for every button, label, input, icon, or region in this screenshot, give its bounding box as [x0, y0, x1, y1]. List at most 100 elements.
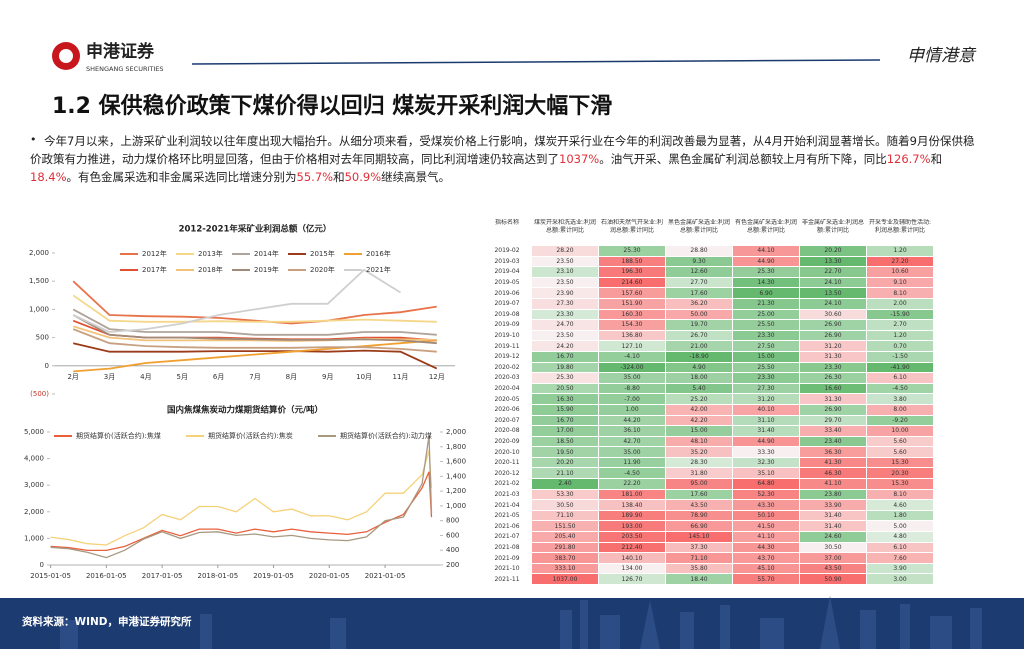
date-cell: 2019-07	[482, 297, 532, 310]
value-cell: 33.30	[732, 446, 800, 458]
bullet: •	[30, 133, 37, 146]
value-cell: 32.30	[732, 456, 800, 469]
value-cell: 43.70	[732, 552, 800, 564]
table-row: 2020-08 17.00 36.10 15.00 31.40 33.40 10.00	[482, 425, 934, 437]
value-cell: -4.50	[866, 382, 934, 395]
value-cell: 50.90	[799, 573, 867, 585]
table-row: 2019-08 23.30 160.30 50.00 25.00 30.60 -15.90	[482, 308, 934, 321]
value-cell: 5.00	[866, 520, 934, 533]
value-cell: 1.00	[598, 403, 666, 416]
header-row: 指标名称 煤炭开采和洗选业:利润总额:累计同比 石油和天然气开采业:利润总额:累计同…	[482, 218, 934, 246]
legend-label: 2016年	[366, 249, 391, 258]
y2-tick-label: 1,000	[446, 502, 466, 510]
table-row: 2021-02 2.40 22.20 95.00 64.80 41.10 15.30	[482, 478, 934, 490]
legend-label: 期货结算价(活跃合约):焦煤	[76, 431, 161, 440]
value-cell: 126.70	[598, 573, 666, 585]
table-row: 2021-10 333.10 134.00 35.80 45.10 43.50 3.90	[482, 562, 934, 575]
value-cell: 18.40	[665, 573, 733, 585]
y-tick-label: 500	[36, 334, 49, 342]
value-cell: 136.80	[598, 329, 666, 342]
value-cell: 22.20	[598, 478, 666, 490]
value-cell: 5.60	[866, 446, 934, 458]
date-cell: 2021-07	[482, 531, 532, 543]
series-line	[50, 435, 433, 559]
value-cell: 40.10	[732, 403, 800, 416]
value-cell: 17.00	[531, 425, 599, 437]
value-cell: -15.90	[866, 308, 934, 321]
date-cell: 2021-06	[482, 520, 532, 533]
value-cell: 127.10	[598, 340, 666, 352]
value-cell: 20.20	[799, 245, 867, 257]
value-cell: 18.50	[531, 435, 599, 448]
x-tick-label: 2015-01-05	[30, 572, 71, 580]
date-cell: 2020-08	[482, 425, 532, 437]
x-tick-label: 6月	[213, 373, 224, 381]
value-cell: 42.20	[665, 414, 733, 427]
header-cell: 非金属矿采选业:利润总额:累计同比	[799, 218, 867, 246]
value-cell: 8.10	[866, 287, 934, 299]
value-cell: 1037.00	[531, 573, 599, 585]
value-cell: 14.30	[732, 276, 800, 289]
y2-tick-label: 1,200	[446, 487, 466, 495]
data-table: 指标名称 煤炭开采和洗选业:利润总额:累计同比 石油和天然气开采业:利润总额:累计同…	[482, 218, 934, 585]
value-cell: -41.90	[866, 361, 934, 374]
value-cell: 23.30	[531, 308, 599, 321]
date-cell: 2021-09	[482, 552, 532, 564]
value-cell: 50.10	[732, 509, 800, 522]
date-cell: 2019-08	[482, 308, 532, 321]
value-cell: 16.70	[531, 350, 599, 363]
value-cell: 138.40	[598, 499, 666, 511]
value-cell: 10.00	[866, 425, 934, 437]
value-cell: 55.70	[732, 573, 800, 585]
legend-label: 2017年	[142, 265, 167, 274]
value-cell: 203.50	[598, 531, 666, 543]
value-cell: 35.00	[598, 446, 666, 458]
date-cell: 2020-07	[482, 414, 532, 427]
value-cell: 37.00	[799, 552, 867, 564]
date-cell: 2020-09	[482, 435, 532, 448]
x-tick-label: 11月	[392, 373, 408, 381]
table-row: 2019-10 23.50 136.80 26.70 23.30 26.90 1.20	[482, 329, 934, 342]
value-cell: 45.10	[732, 562, 800, 575]
value-cell: 25.30	[531, 372, 599, 384]
highlight-number: 1037%	[559, 152, 600, 166]
date-cell: 2020-02	[482, 361, 532, 374]
value-cell: 33.90	[799, 499, 867, 511]
value-cell: 44.10	[732, 245, 800, 257]
value-cell: 30.50	[799, 541, 867, 554]
legend-label: 2021年	[366, 265, 391, 274]
value-cell: 8.00	[866, 403, 934, 416]
value-cell: 25.00	[732, 308, 800, 321]
value-cell: 8.10	[866, 488, 934, 501]
value-cell: 44.90	[732, 435, 800, 448]
value-cell: 35.80	[665, 562, 733, 575]
value-cell: 7.60	[866, 552, 934, 564]
slide-title: 1.2 保供稳价政策下煤价得以回归 煤炭开采利润大幅下滑	[52, 94, 613, 119]
table-row: 2021-11 1037.00 126.70 18.40 55.70 50.90 3.00	[482, 573, 934, 585]
value-cell: 151.50	[531, 520, 599, 533]
value-cell: 15.30	[866, 456, 934, 469]
value-cell: 13.30	[799, 255, 867, 268]
value-cell: 160.30	[598, 308, 666, 321]
value-cell: 50.00	[665, 308, 733, 321]
value-cell: 24.10	[799, 276, 867, 289]
value-cell: 22.70	[799, 266, 867, 278]
series-line	[73, 339, 437, 373]
date-cell: 2020-10	[482, 446, 532, 458]
table-row: 2019-04 23.10 196.30 12.60 25.30 22.70 10.60	[482, 266, 934, 278]
table-row: 2019-11 24.20 127.10 21.00 27.50 31.20 0.70	[482, 340, 934, 352]
table-row: 2020-07 16.70 44.20 42.20 31.10 29.70 -9.20	[482, 414, 934, 427]
date-cell: 2019-02	[482, 245, 532, 257]
value-cell: 333.10	[531, 562, 599, 575]
value-cell: 52.30	[732, 488, 800, 501]
value-cell: 4.80	[866, 531, 934, 543]
table-row: 2020-04 20.50 -8.80 5.40 27.30 16.60 -4.50	[482, 382, 934, 395]
date-cell: 2021-05	[482, 509, 532, 522]
value-cell: 44.30	[732, 541, 800, 554]
date-cell: 2020-05	[482, 393, 532, 405]
y-tick-label: 3,000	[24, 481, 44, 489]
series-line	[72, 308, 437, 336]
value-cell: 3.00	[866, 573, 934, 585]
value-cell: 2.70	[866, 319, 934, 331]
